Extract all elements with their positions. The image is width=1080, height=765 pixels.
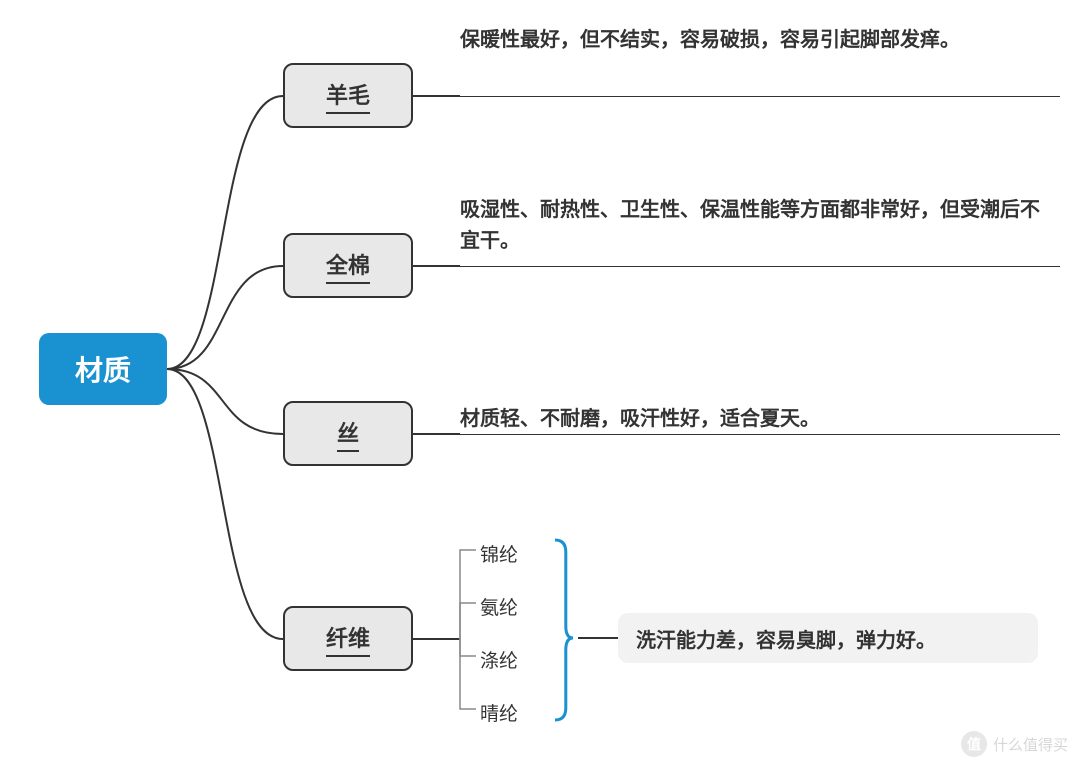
watermark: 什么值得买 [961,731,1068,757]
fiber-sub-1: 氨纶 [480,593,518,620]
branch-label: 丝 [337,416,359,452]
root-label: 材质 [75,349,131,389]
desc-underline-wool [460,96,1060,97]
watermark-icon [961,731,987,757]
desc-underline-cotton [460,266,1060,267]
branch-node-fiber: 纤维 [283,606,413,671]
desc-text-silk: 材质轻、不耐磨，吸汗性好，适合夏天。 [460,404,1040,435]
desc-text-cotton: 吸湿性、耐热性、卫生性、保温性能等方面都非常好，但受潮后不宜干。 [460,195,1040,257]
fiber-sub-0: 锦纶 [480,540,518,567]
watermark-text: 什么值得买 [993,734,1068,755]
branch-label: 羊毛 [326,78,370,114]
desc-underline-silk [460,434,1060,435]
branch-label: 全棉 [326,248,370,284]
branch-node-wool: 羊毛 [283,63,413,128]
fiber-sub-3: 晴纶 [480,699,518,726]
branch-label: 纤维 [326,621,370,657]
desc-text-wool: 保暖性最好，但不结实，容易破损，容易引起脚部发痒。 [460,25,1040,56]
root-node-material: 材质 [39,333,167,405]
fiber-desc-box: 洗汗能力差，容易臭脚，弹力好。 [618,613,1038,663]
branch-node-cotton: 全棉 [283,233,413,298]
branch-node-silk: 丝 [283,401,413,466]
fiber-sub-2: 涤纶 [480,646,518,673]
